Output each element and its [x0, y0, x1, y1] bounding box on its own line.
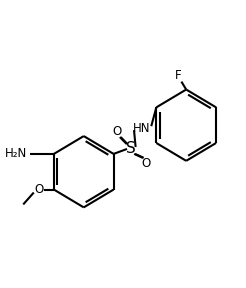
Text: O: O	[34, 183, 43, 196]
Text: S: S	[126, 141, 136, 156]
Text: O: O	[141, 157, 151, 170]
Text: F: F	[175, 69, 182, 82]
Text: O: O	[113, 125, 122, 138]
Text: HN: HN	[133, 122, 150, 135]
Text: H₂N: H₂N	[5, 147, 27, 160]
